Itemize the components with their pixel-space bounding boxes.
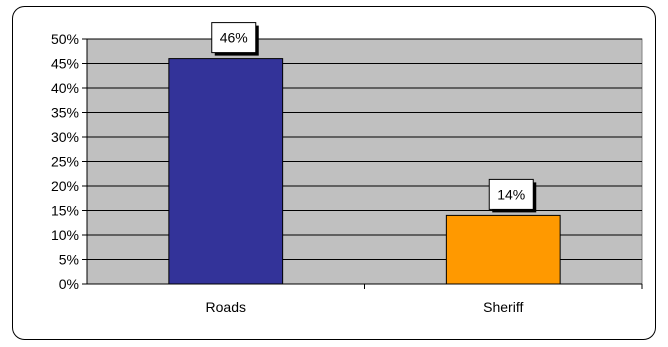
bar-roads bbox=[168, 58, 284, 285]
y-tick-label: 20% bbox=[51, 178, 79, 194]
y-tick-label: 35% bbox=[51, 105, 79, 121]
data-label: 14% bbox=[497, 186, 525, 202]
data-label-box bbox=[211, 22, 257, 54]
data-labels: 46% 14% bbox=[211, 22, 537, 213]
y-tick-label: 40% bbox=[51, 80, 79, 96]
y-tick-label: 50% bbox=[51, 31, 79, 47]
y-tick-label: 0% bbox=[59, 276, 79, 292]
bars bbox=[168, 58, 561, 285]
y-tick-label: 10% bbox=[51, 227, 79, 243]
data-label-box bbox=[488, 178, 534, 210]
chart-frame: 0% 5% 10% 15% 20% 25% 30% 35% 40% 45% 50% Roads Sher… bbox=[12, 6, 656, 340]
x-category-label: Roads bbox=[206, 299, 246, 315]
y-tick-label: 25% bbox=[51, 154, 79, 170]
y-tick-label: 5% bbox=[59, 252, 79, 268]
data-label: 46% bbox=[220, 30, 248, 46]
y-tick-label: 15% bbox=[51, 203, 79, 219]
x-category-label: Sheriff bbox=[483, 299, 523, 315]
y-tick-label: 30% bbox=[51, 129, 79, 145]
bar-sheriff bbox=[445, 214, 561, 285]
axes: 0% 5% 10% 15% 20% 25% 30% 35% 40% 45% 50% Roads Sher… bbox=[51, 31, 643, 315]
y-tick-label: 45% bbox=[51, 56, 79, 72]
